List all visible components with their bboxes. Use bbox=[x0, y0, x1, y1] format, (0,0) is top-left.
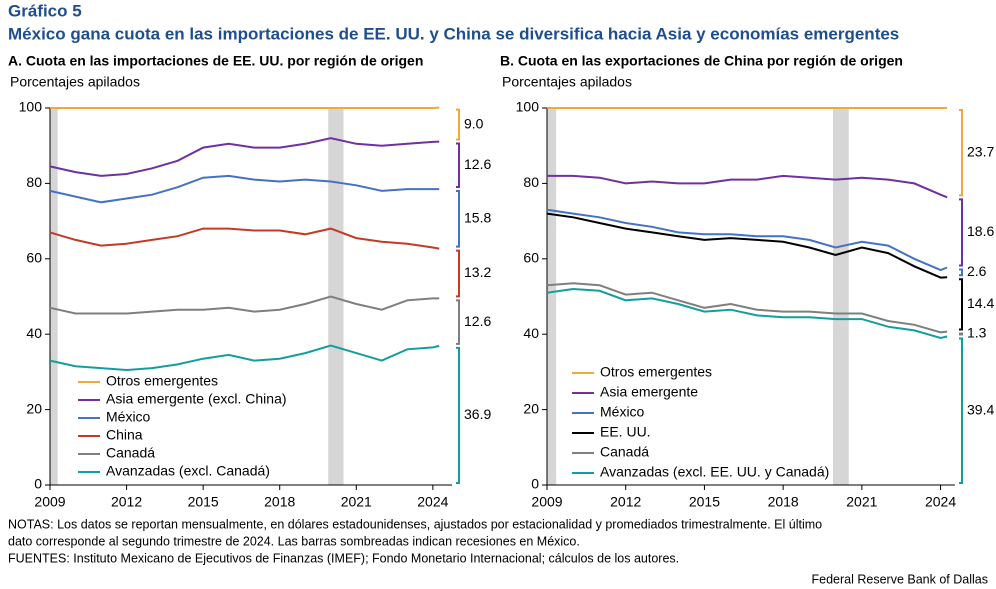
legend-label: Otros emergentes bbox=[600, 364, 712, 380]
segment-label: 9.0 bbox=[464, 115, 484, 131]
series-line bbox=[546, 212, 948, 279]
segment-bracket bbox=[959, 109, 963, 197]
segment-label: 15.8 bbox=[464, 210, 491, 226]
chart-label: Gráfico 5 bbox=[8, 1, 82, 20]
segment-bracket bbox=[456, 346, 460, 484]
legend-label: Avanzadas (excl. Canadá) bbox=[106, 463, 270, 479]
series-line bbox=[49, 227, 440, 250]
legend-label: Avanzadas (excl. EE. UU. y Canadá) bbox=[600, 464, 829, 480]
source: Federal Reserve Bank of Dallas bbox=[812, 572, 988, 586]
segment-bracket bbox=[456, 190, 460, 248]
panel-title: B. Cuota en las exportaciones de China p… bbox=[500, 53, 903, 69]
x-tick-label: 2012 bbox=[610, 494, 641, 510]
y-tick-label: 60 bbox=[523, 250, 539, 266]
recession-band bbox=[547, 108, 557, 485]
x-tick-label: 2024 bbox=[925, 494, 956, 510]
note: NOTAS: Los datos se reportan mensualment… bbox=[8, 517, 822, 531]
y-tick-label: 40 bbox=[26, 325, 42, 341]
x-tick-label: 2009 bbox=[34, 494, 65, 510]
legend-label: Asia emergente bbox=[600, 384, 698, 400]
series-line bbox=[547, 174, 948, 199]
legend-label: China bbox=[106, 427, 143, 443]
y-tick-label: 0 bbox=[34, 476, 42, 492]
series-line bbox=[546, 282, 948, 334]
recession-band bbox=[832, 108, 849, 485]
x-tick-label: 2021 bbox=[846, 494, 877, 510]
y-tick-label: 20 bbox=[523, 400, 539, 416]
segment-label: 23.7 bbox=[967, 143, 994, 159]
y-tick-label: 20 bbox=[26, 400, 42, 416]
series-line bbox=[49, 174, 440, 204]
segment-label: 2.6 bbox=[967, 263, 987, 279]
axis-subtitle: Porcentajes apilados bbox=[502, 74, 632, 90]
segment-bracket bbox=[456, 108, 460, 141]
legend-label: Canadá bbox=[600, 444, 649, 460]
segment-label: 39.4 bbox=[967, 401, 994, 417]
recession-band bbox=[50, 108, 58, 485]
series-line bbox=[49, 295, 440, 315]
series-line bbox=[546, 208, 948, 272]
y-tick-label: 100 bbox=[516, 99, 540, 115]
segment-bracket bbox=[959, 268, 963, 277]
x-tick-label: 2015 bbox=[689, 494, 720, 510]
segment-bracket bbox=[456, 299, 460, 345]
y-tick-label: 0 bbox=[531, 476, 539, 492]
legend-label: México bbox=[106, 409, 151, 425]
x-tick-label: 2009 bbox=[531, 494, 562, 510]
series-line bbox=[546, 287, 948, 340]
legend-label: EE. UU. bbox=[600, 424, 651, 440]
chart-title: México gana cuota en las importaciones d… bbox=[8, 24, 899, 43]
recession-band bbox=[328, 108, 344, 485]
segment-bracket bbox=[959, 278, 963, 331]
segment-bracket bbox=[959, 198, 963, 267]
y-tick-label: 80 bbox=[523, 174, 539, 190]
x-tick-label: 2012 bbox=[111, 494, 142, 510]
segment-label: 18.6 bbox=[967, 223, 994, 239]
y-tick-label: 100 bbox=[19, 99, 43, 115]
legend-label: Otros emergentes bbox=[106, 373, 218, 389]
segment-bracket bbox=[456, 249, 460, 298]
note: dato corresponde al segundo trimestre de… bbox=[8, 534, 580, 548]
legend-label: México bbox=[600, 404, 645, 420]
legend-label: Asia emergente (excl. China) bbox=[106, 391, 287, 407]
x-tick-label: 2024 bbox=[417, 494, 448, 510]
segment-bracket bbox=[959, 337, 963, 484]
y-tick-label: 40 bbox=[523, 325, 539, 341]
axis-subtitle: Porcentajes apilados bbox=[10, 74, 140, 90]
x-tick-label: 2021 bbox=[341, 494, 372, 510]
series-line bbox=[49, 137, 440, 177]
segment-label: 12.6 bbox=[464, 313, 491, 329]
y-tick-label: 80 bbox=[26, 174, 42, 190]
segment-label: 12.6 bbox=[464, 156, 491, 172]
y-tick-label: 60 bbox=[26, 250, 42, 266]
panel-title: A. Cuota en las importaciones de EE. UU.… bbox=[8, 53, 423, 69]
x-tick-label: 2018 bbox=[768, 494, 799, 510]
x-tick-label: 2015 bbox=[188, 494, 219, 510]
segment-label: 36.9 bbox=[464, 406, 491, 422]
series-line bbox=[49, 344, 440, 372]
segment-label: 13.2 bbox=[464, 264, 491, 280]
segment-label: 1.3 bbox=[967, 325, 987, 341]
legend-label: Canadá bbox=[106, 445, 155, 461]
segment-bracket bbox=[959, 332, 963, 336]
note: FUENTES: Instituto Mexicano de Ejecutivo… bbox=[8, 551, 679, 565]
x-tick-label: 2018 bbox=[264, 494, 295, 510]
segment-label: 14.4 bbox=[967, 295, 994, 311]
segment-bracket bbox=[456, 142, 460, 189]
